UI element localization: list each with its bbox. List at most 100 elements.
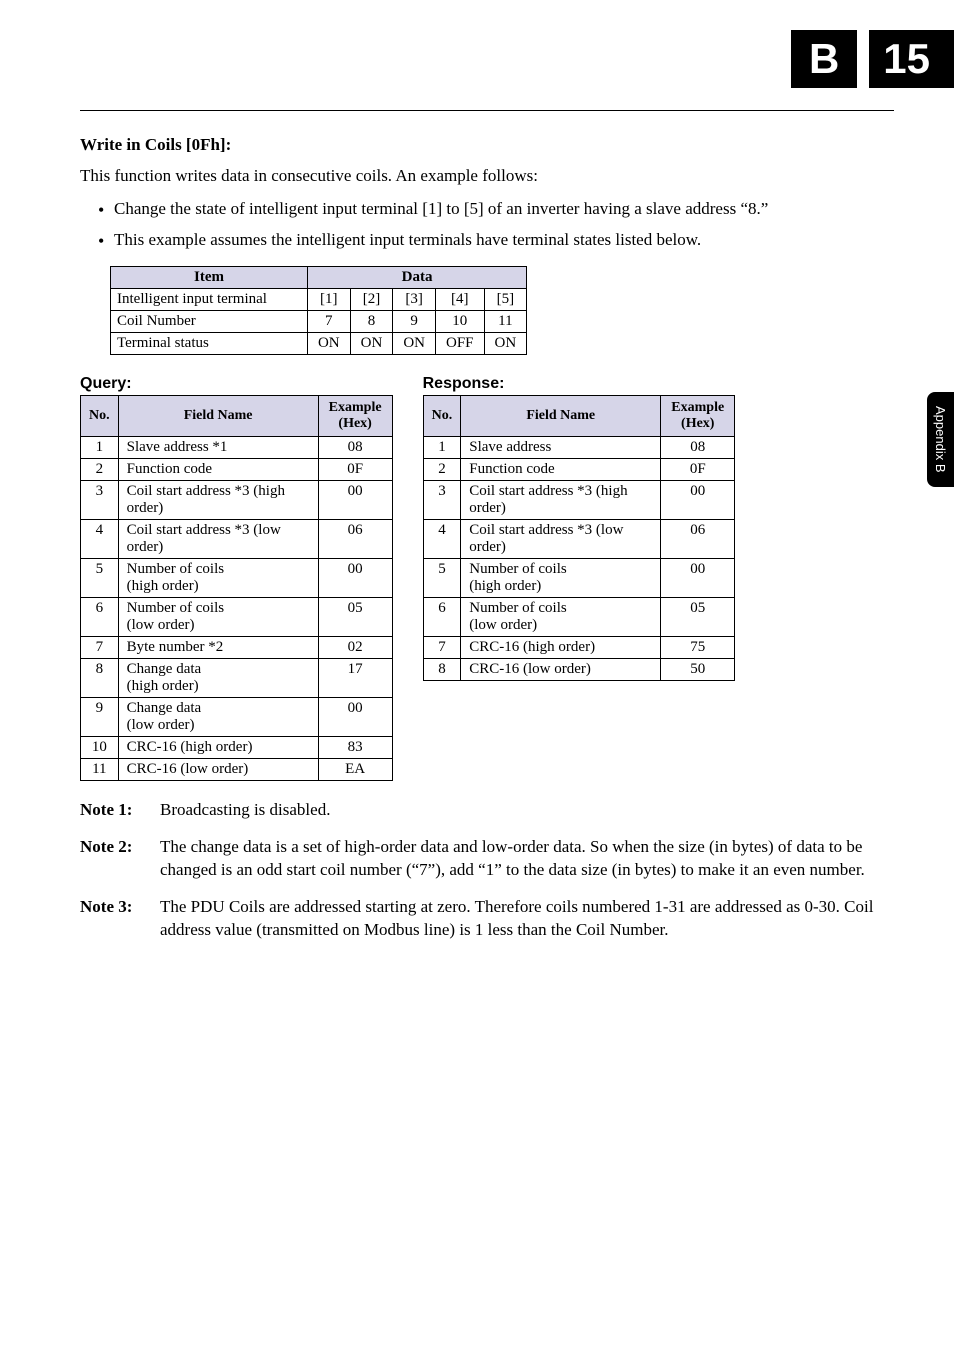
table-row: 8CRC-16 (low order)50 <box>423 658 735 680</box>
table-cell-example: 02 <box>318 636 392 658</box>
table-cell-example: 00 <box>318 480 392 519</box>
table-cell-fieldname: Number of coils(high order) <box>118 558 318 597</box>
table-row: 1Slave address *108 <box>81 436 393 458</box>
table-cell: [5] <box>484 288 527 310</box>
table-cell: ON <box>484 332 527 354</box>
table-cell: 7 <box>307 310 350 332</box>
header-page-number: 15 <box>869 30 954 88</box>
table-cell-example: 00 <box>318 697 392 736</box>
table-cell-example: 08 <box>661 436 735 458</box>
table-cell-no: 6 <box>423 597 461 636</box>
table-cell: Terminal status <box>111 332 308 354</box>
intro-text: This function writes data in consecutive… <box>80 165 894 188</box>
table-header: Item <box>111 266 308 288</box>
header-divider <box>80 110 894 111</box>
table-cell: 11 <box>484 310 527 332</box>
table-row: 8Change data(high order)17 <box>81 658 393 697</box>
table-row: 3Coil start address *3 (high order)00 <box>423 480 735 519</box>
table-row: 11CRC-16 (low order)EA <box>81 758 393 780</box>
table-cell: OFF <box>435 332 484 354</box>
table-row: 7CRC-16 (high order)75 <box>423 636 735 658</box>
table-row: 5Number of coils(high order)00 <box>423 558 735 597</box>
table-cell-fieldname: Number of coils(low order) <box>461 597 661 636</box>
table-cell-example: 00 <box>661 480 735 519</box>
table-cell-example: 05 <box>318 597 392 636</box>
query-table: No. Field Name Example (Hex) 1Slave addr… <box>80 395 393 781</box>
table-cell-no: 1 <box>423 436 461 458</box>
table-cell-no: 3 <box>81 480 119 519</box>
table-cell-no: 2 <box>423 458 461 480</box>
note-row: Note 2: The change data is a set of high… <box>80 836 894 882</box>
table-cell-fieldname: Coil start address *3 (low order) <box>118 519 318 558</box>
table-cell-fieldname: Coil start address *3 (high order) <box>118 480 318 519</box>
note-label: Note 1: <box>80 799 160 822</box>
table-cell-fieldname: CRC-16 (high order) <box>118 736 318 758</box>
bullet-item: Change the state of intelligent input te… <box>98 198 894 221</box>
table-cell-example: 06 <box>318 519 392 558</box>
table-cell-example: EA <box>318 758 392 780</box>
page-header: B 15 <box>791 30 954 88</box>
table-header: Field Name <box>461 395 661 436</box>
table-cell-fieldname: Slave address *1 <box>118 436 318 458</box>
bullet-item: This example assumes the intelligent inp… <box>98 229 894 252</box>
table-row: Coil Number 7 8 9 10 11 <box>111 310 527 332</box>
table-cell-no: 11 <box>81 758 119 780</box>
table-row: Intelligent input terminal [1] [2] [3] [… <box>111 288 527 310</box>
section-title: Write in Coils [0Fh]: <box>80 135 894 155</box>
table-cell: [2] <box>350 288 393 310</box>
table-row: 4Coil start address *3 (low order)06 <box>423 519 735 558</box>
note-row: Note 3: The PDU Coils are addressed star… <box>80 896 894 942</box>
table-cell-example: 00 <box>661 558 735 597</box>
table-row: 4Coil start address *3 (low order)06 <box>81 519 393 558</box>
table-cell-fieldname: Function code <box>461 458 661 480</box>
table-cell-example: 83 <box>318 736 392 758</box>
table-cell-example: 05 <box>661 597 735 636</box>
table-cell-no: 4 <box>81 519 119 558</box>
table-cell-fieldname: CRC-16 (high order) <box>461 636 661 658</box>
table-cell: 10 <box>435 310 484 332</box>
table-row: Terminal status ON ON ON OFF ON <box>111 332 527 354</box>
table-row: 10CRC-16 (high order)83 <box>81 736 393 758</box>
bullet-list: Change the state of intelligent input te… <box>80 198 894 252</box>
appendix-tab: Appendix B <box>927 392 954 487</box>
table-cell: ON <box>307 332 350 354</box>
note-label: Note 3: <box>80 896 160 942</box>
table-cell-no: 9 <box>81 697 119 736</box>
table-row: 1Slave address08 <box>423 436 735 458</box>
table-cell-no: 1 <box>81 436 119 458</box>
table-cell: ON <box>350 332 393 354</box>
table-header: Data <box>307 266 526 288</box>
table-cell: [4] <box>435 288 484 310</box>
header-section-letter: B <box>791 30 857 88</box>
table-cell-fieldname: Function code <box>118 458 318 480</box>
table-cell-no: 3 <box>423 480 461 519</box>
note-body: The change data is a set of high-order d… <box>160 836 894 882</box>
table-cell-no: 6 <box>81 597 119 636</box>
response-heading: Response: <box>423 375 736 393</box>
query-heading: Query: <box>80 375 393 393</box>
table-cell: Coil Number <box>111 310 308 332</box>
table-cell-example: 0F <box>661 458 735 480</box>
table-header: Field Name <box>118 395 318 436</box>
table-cell-fieldname: CRC-16 (low order) <box>118 758 318 780</box>
table-cell-fieldname: Slave address <box>461 436 661 458</box>
query-block: Query: No. Field Name Example (Hex) 1Sla… <box>80 375 393 781</box>
table-cell-fieldname: Coil start address *3 (high order) <box>461 480 661 519</box>
table-cell-no: 5 <box>81 558 119 597</box>
query-response-row: Query: No. Field Name Example (Hex) 1Sla… <box>80 375 894 781</box>
table-cell-fieldname: Number of coils(low order) <box>118 597 318 636</box>
table-cell-fieldname: Coil start address *3 (low order) <box>461 519 661 558</box>
table-cell-no: 4 <box>423 519 461 558</box>
table-row: 2Function code0F <box>81 458 393 480</box>
table-cell-fieldname: CRC-16 (low order) <box>461 658 661 680</box>
table-row: 6Number of coils(low order)05 <box>81 597 393 636</box>
table-cell: [1] <box>307 288 350 310</box>
table-cell: [3] <box>393 288 436 310</box>
table-header: Example (Hex) <box>318 395 392 436</box>
table-cell: ON <box>393 332 436 354</box>
table-cell-example: 17 <box>318 658 392 697</box>
response-table: No. Field Name Example (Hex) 1Slave addr… <box>423 395 736 681</box>
table-cell-no: 5 <box>423 558 461 597</box>
table-cell: 9 <box>393 310 436 332</box>
table-cell-no: 7 <box>423 636 461 658</box>
